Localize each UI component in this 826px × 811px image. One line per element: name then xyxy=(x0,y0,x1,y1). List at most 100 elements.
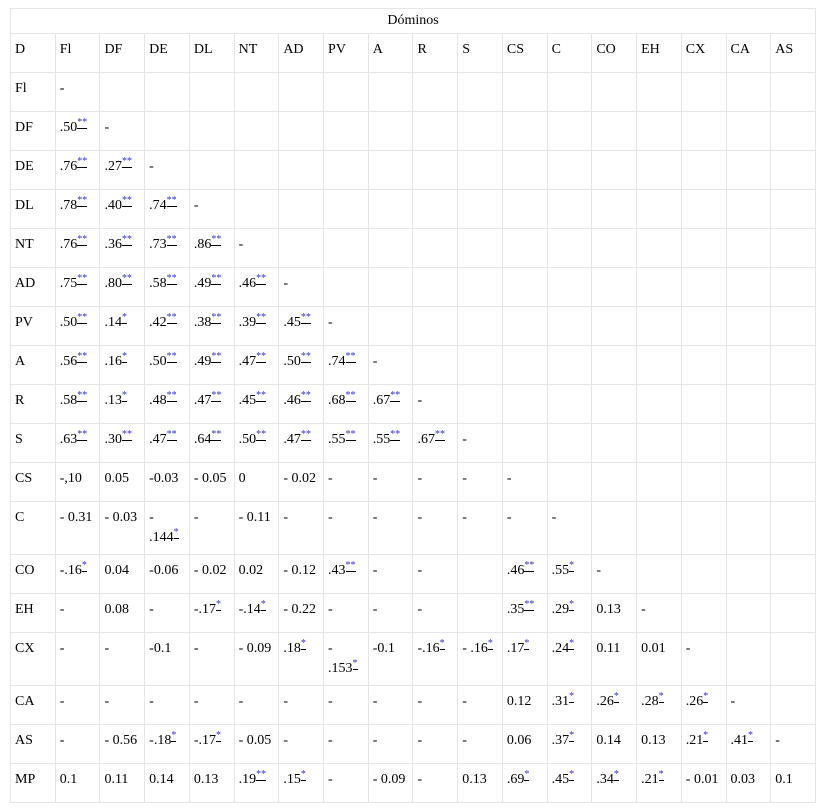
significance-mark: * xyxy=(216,730,222,743)
table-cell xyxy=(546,384,593,424)
table-cell: - xyxy=(501,462,548,502)
header-cell: CO xyxy=(591,33,638,73)
cell-value: -.16 xyxy=(59,563,82,578)
table-cell xyxy=(680,423,727,463)
table-cell xyxy=(591,189,638,229)
cell-value: .14 xyxy=(104,315,122,330)
table-row: C- 0.31- 0.03- .144* - - 0.11- - - - - - - xyxy=(10,501,816,555)
table-cell: - 0.09 xyxy=(233,632,280,686)
table-cell xyxy=(770,423,816,463)
header-cell: AD xyxy=(278,33,325,73)
cell-value: .31 xyxy=(551,694,570,709)
table-cell: - 0.22 xyxy=(278,593,325,633)
significance-mark: * xyxy=(569,638,575,651)
table-cell xyxy=(770,111,816,151)
table-cell: - 0.05 xyxy=(233,724,280,764)
significance-mark: * xyxy=(300,638,306,651)
significance-mark: ** xyxy=(211,234,222,247)
table-cell: 0.1 xyxy=(54,763,101,803)
table-cell: - xyxy=(323,501,369,555)
cell-value: .35 xyxy=(506,602,525,617)
table-cell: - xyxy=(278,501,325,555)
cell-value: .78 xyxy=(59,198,78,213)
table-cell: - xyxy=(457,462,503,502)
table-cell: - xyxy=(367,724,414,764)
table-cell: .45* xyxy=(546,763,593,803)
table-cell: .26* xyxy=(591,685,638,725)
table-cell: - xyxy=(188,501,235,555)
header-cell: DL xyxy=(188,33,235,73)
table-row: AD .75** .80** .58** .49** .46** - xyxy=(10,267,816,307)
table-cell: .55** xyxy=(367,423,414,463)
significance-mark: * xyxy=(121,312,127,325)
significance-mark: ** xyxy=(390,429,401,442)
table-cell: - xyxy=(144,150,190,190)
table-cell: - xyxy=(54,724,101,764)
cell-value: .13 xyxy=(104,393,122,408)
table-cell: .19** xyxy=(233,763,280,803)
table-cell: .58** xyxy=(144,267,190,307)
table-cell xyxy=(591,306,638,346)
table-cell: - .144* xyxy=(144,501,190,555)
table-cell xyxy=(770,501,816,555)
table-cell: .49** xyxy=(188,267,235,307)
table-cell xyxy=(546,423,593,463)
table-cell: - xyxy=(367,593,414,633)
table-cell xyxy=(457,593,503,633)
cell-value: .58 xyxy=(59,393,78,408)
significance-mark: * xyxy=(487,638,493,651)
table-cell: 0.05 xyxy=(99,462,146,502)
cell-value: .39 xyxy=(238,315,257,330)
table-cell xyxy=(367,150,414,190)
header-cell: Fl xyxy=(54,33,101,73)
cell-value: .64 xyxy=(193,432,212,447)
significance-mark: ** xyxy=(256,390,267,403)
table-row: S .63** .30** .47** .64** .50** .47** .55** .55*… xyxy=(10,423,816,463)
table-cell: - xyxy=(323,593,369,633)
cell-value: .21 xyxy=(641,772,659,787)
table-cell: .47** xyxy=(233,345,280,385)
table-cell: .64** xyxy=(188,423,235,463)
table-cell xyxy=(546,306,593,346)
table-row: MP 0.1 0.11 0.14 0.13.19** .15* - - 0.09-0.13.6… xyxy=(10,763,816,803)
significance-mark: * xyxy=(569,599,575,612)
table-cell xyxy=(725,384,772,424)
row-label: PV xyxy=(10,306,56,346)
row-label: CA xyxy=(10,685,56,725)
table-cell xyxy=(591,72,638,112)
table-cell xyxy=(636,462,682,502)
cell-value: .34 xyxy=(596,772,614,787)
table-cell: - 0.12 xyxy=(278,554,325,594)
table-cell xyxy=(367,72,414,112)
table-cell xyxy=(457,150,503,190)
table-cell xyxy=(144,72,190,112)
table-cell xyxy=(546,462,593,502)
significance-mark: * xyxy=(121,351,127,364)
table-cell: 0.01 xyxy=(636,632,682,686)
table-cell xyxy=(323,228,369,268)
significance-mark: ** xyxy=(121,429,132,442)
table-cell: - 0.05 xyxy=(188,462,235,502)
table-cell xyxy=(591,228,638,268)
table-cell: .67** xyxy=(412,423,459,463)
significance-mark: ** xyxy=(524,599,535,612)
significance-mark: ** xyxy=(77,312,88,325)
table-cell: .55** xyxy=(323,423,369,463)
table-cell: - xyxy=(591,554,638,594)
significance-mark: ** xyxy=(77,117,88,130)
significance-mark: * xyxy=(352,658,358,671)
table-cell xyxy=(680,111,727,151)
table-cell: .46** xyxy=(233,267,280,307)
table-cell: .18* xyxy=(278,632,325,686)
table-cell: 0.03 xyxy=(725,763,772,803)
cell-value: .50 xyxy=(149,354,167,369)
significance-mark: ** xyxy=(345,560,356,573)
significance-mark: ** xyxy=(166,390,177,403)
significance-mark: * xyxy=(173,527,179,540)
table-cell: - xyxy=(323,462,369,502)
table-cell xyxy=(188,150,235,190)
table-cell: - xyxy=(367,501,414,555)
table-cell xyxy=(725,228,772,268)
cell-value: .50 xyxy=(238,432,257,447)
table-cell: - xyxy=(367,462,414,502)
